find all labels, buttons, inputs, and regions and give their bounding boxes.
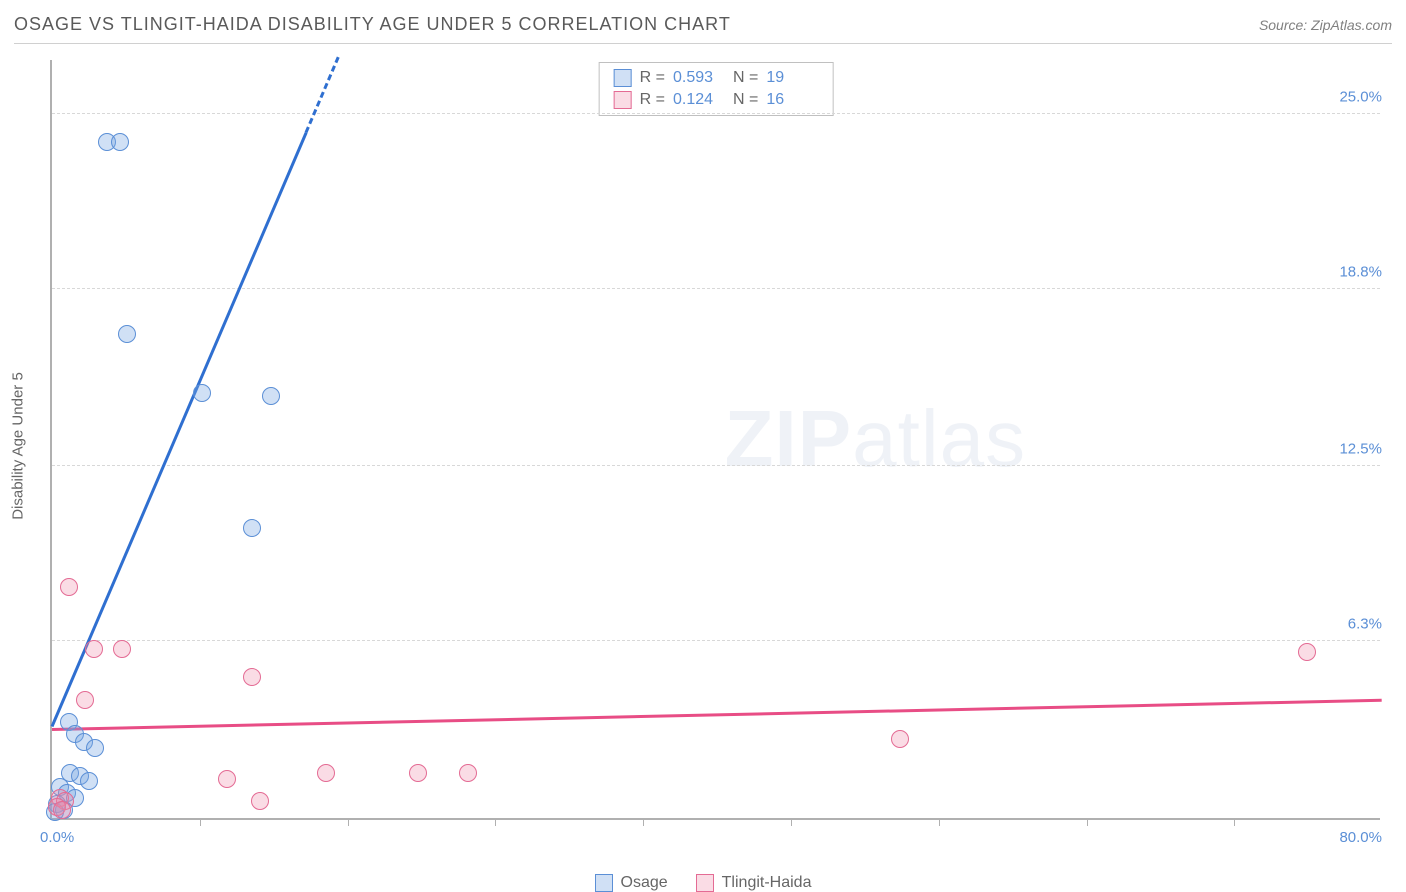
scatter-plot: ZIPatlas R = 0.593 N = 19 R = 0.124 N = … <box>50 60 1380 820</box>
y-tick-label: 6.3% <box>1342 615 1382 632</box>
trend-line <box>51 132 308 727</box>
data-point <box>193 384 211 402</box>
stats-row-osage: R = 0.593 N = 19 <box>614 67 819 89</box>
stats-legend-box: R = 0.593 N = 19 R = 0.124 N = 16 <box>599 62 834 116</box>
x-axis-label-min: 0.0% <box>40 829 74 846</box>
swatch-tlingit <box>614 91 632 109</box>
x-tick <box>1234 818 1235 826</box>
data-point <box>60 578 78 596</box>
chart-title: OSAGE VS TLINGIT-HAIDA DISABILITY AGE UN… <box>14 14 731 35</box>
y-tick-label: 25.0% <box>1333 89 1382 106</box>
data-point <box>459 764 477 782</box>
gridline <box>52 288 1380 289</box>
data-point <box>251 792 269 810</box>
x-tick <box>495 818 496 826</box>
gridline <box>52 465 1380 466</box>
data-point <box>85 640 103 658</box>
data-point <box>111 133 129 151</box>
swatch-tlingit <box>696 874 714 892</box>
stats-row-tlingit: R = 0.124 N = 16 <box>614 89 819 111</box>
x-tick <box>643 818 644 826</box>
source-label: Source: ZipAtlas.com <box>1259 17 1392 33</box>
data-point <box>118 325 136 343</box>
watermark: ZIPatlas <box>725 393 1026 485</box>
legend-item-tlingit: Tlingit-Haida <box>696 874 812 892</box>
data-point <box>86 739 104 757</box>
data-point <box>113 640 131 658</box>
legend-item-osage: Osage <box>595 874 668 892</box>
y-axis-title: Disability Age Under 5 <box>10 372 27 520</box>
title-bar: OSAGE VS TLINGIT-HAIDA DISABILITY AGE UN… <box>14 14 1392 44</box>
data-point <box>409 764 427 782</box>
data-point <box>76 691 94 709</box>
x-tick <box>791 818 792 826</box>
gridline <box>52 113 1380 114</box>
data-point <box>243 519 261 537</box>
bottom-legend: Osage Tlingit-Haida <box>0 874 1406 892</box>
x-axis-label-max: 80.0% <box>1339 829 1382 846</box>
x-tick <box>1087 818 1088 826</box>
x-tick <box>939 818 940 826</box>
data-point <box>317 764 335 782</box>
legend-label: Osage <box>621 874 668 892</box>
trend-line-dashed <box>305 56 340 133</box>
gridline <box>52 640 1380 641</box>
data-point <box>262 387 280 405</box>
data-point <box>53 801 71 819</box>
data-point <box>243 668 261 686</box>
swatch-osage <box>614 69 632 87</box>
data-point <box>218 770 236 788</box>
data-point <box>80 772 98 790</box>
y-tick-label: 18.8% <box>1333 263 1382 280</box>
x-tick <box>200 818 201 826</box>
data-point <box>1298 643 1316 661</box>
legend-label: Tlingit-Haida <box>722 874 812 892</box>
y-tick-label: 12.5% <box>1333 441 1382 458</box>
swatch-osage <box>595 874 613 892</box>
x-tick <box>348 818 349 826</box>
data-point <box>891 730 909 748</box>
trend-line <box>52 698 1382 730</box>
